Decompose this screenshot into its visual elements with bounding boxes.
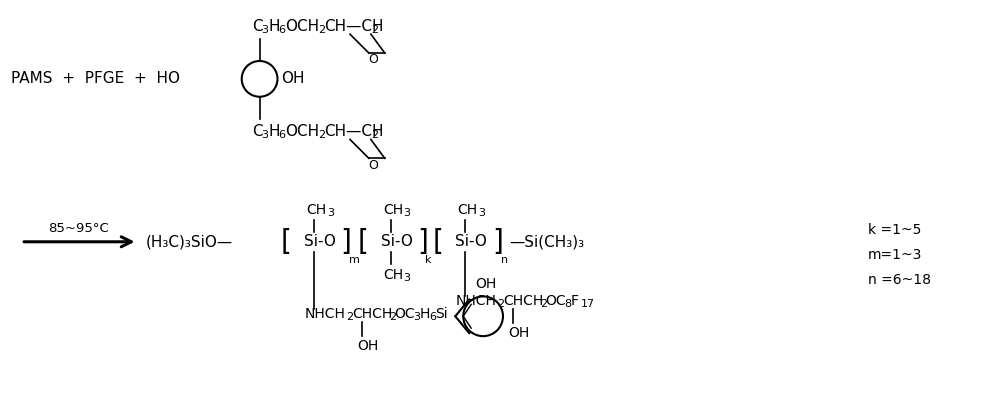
Text: 17: 17 (580, 299, 595, 309)
Text: H: H (269, 124, 280, 139)
Text: 2: 2 (389, 312, 396, 322)
Text: OH: OH (475, 277, 496, 291)
Text: 2: 2 (497, 299, 504, 309)
Text: Si-O: Si-O (455, 234, 487, 249)
Text: [: [ (281, 228, 292, 256)
Text: CH—CH: CH—CH (324, 19, 384, 34)
Text: CH: CH (457, 203, 477, 217)
Text: ]: ] (341, 228, 351, 256)
Text: —Si(CH₃)₃: —Si(CH₃)₃ (509, 234, 584, 249)
Text: 3: 3 (262, 131, 269, 141)
Text: CH: CH (306, 203, 326, 217)
Text: H: H (269, 19, 280, 34)
Text: Si: Si (435, 307, 448, 321)
Text: ]: ] (417, 228, 428, 256)
Text: 2: 2 (318, 25, 325, 35)
Text: OC: OC (546, 294, 566, 309)
Text: OH: OH (281, 71, 305, 86)
Text: 3: 3 (478, 208, 485, 218)
Text: Si-O: Si-O (381, 234, 413, 249)
Text: OCH: OCH (285, 124, 320, 139)
Text: OH: OH (508, 326, 529, 340)
Text: [: [ (433, 228, 444, 256)
Text: ]: ] (493, 228, 503, 256)
Text: 3: 3 (414, 312, 421, 322)
Text: k: k (425, 255, 432, 265)
Text: NHCH: NHCH (304, 307, 345, 321)
Text: 3: 3 (327, 208, 334, 218)
Text: O: O (368, 159, 378, 172)
Text: NHCH: NHCH (455, 294, 496, 309)
Text: m: m (349, 255, 360, 265)
Text: 2: 2 (318, 131, 325, 141)
Text: 2: 2 (371, 25, 378, 35)
Text: CHCH: CHCH (352, 307, 392, 321)
Text: PAMS  +  PFGE  +  HO: PAMS + PFGE + HO (11, 71, 180, 86)
Text: n =6~18: n =6~18 (868, 273, 931, 286)
Text: 6: 6 (278, 25, 285, 35)
Text: [: [ (357, 228, 368, 256)
Text: CH: CH (383, 203, 403, 217)
Text: 6: 6 (429, 312, 436, 322)
Text: m=1~3: m=1~3 (868, 248, 922, 262)
Text: k =1~5: k =1~5 (868, 223, 921, 237)
Text: C: C (252, 124, 262, 139)
Text: CH—CH: CH—CH (324, 124, 384, 139)
Text: 6: 6 (278, 131, 285, 141)
Text: 2: 2 (346, 312, 353, 322)
Text: OCH: OCH (285, 19, 320, 34)
Text: 2: 2 (371, 131, 378, 141)
Text: CH: CH (383, 268, 403, 281)
Text: 85~95°C: 85~95°C (48, 222, 109, 235)
Text: OH: OH (357, 339, 378, 353)
Text: 3: 3 (404, 208, 411, 218)
Text: O: O (368, 53, 378, 66)
Text: 3: 3 (404, 273, 411, 283)
Text: CHCH: CHCH (503, 294, 543, 309)
Text: C: C (252, 19, 262, 34)
Text: H: H (420, 307, 430, 321)
Text: 8: 8 (565, 299, 572, 309)
Text: OC: OC (395, 307, 415, 321)
Text: F: F (571, 294, 579, 309)
Text: Si-O: Si-O (304, 234, 336, 249)
Text: n: n (501, 255, 508, 265)
Text: (H₃C)₃SiO—: (H₃C)₃SiO— (145, 234, 233, 249)
Text: 3: 3 (262, 25, 269, 35)
Text: 2: 2 (540, 299, 547, 309)
